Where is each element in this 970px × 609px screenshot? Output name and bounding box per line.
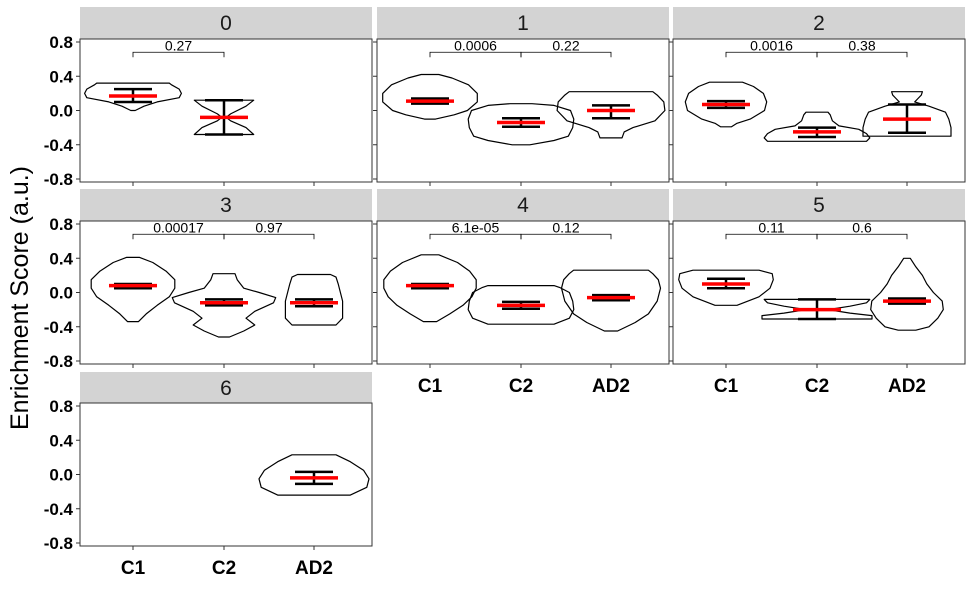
facet-label: 3 bbox=[220, 194, 232, 217]
y-tick-label: 0.0 bbox=[49, 466, 73, 485]
facet-label: 2 bbox=[813, 12, 825, 35]
y-tick-label: -0.8 bbox=[44, 352, 73, 371]
p-value-label: 0.27 bbox=[165, 37, 192, 53]
p-value-label: 0.11 bbox=[758, 219, 784, 235]
violin-C2 bbox=[171, 273, 277, 338]
panel-area bbox=[79, 38, 373, 183]
y-tick-label: 0.4 bbox=[49, 431, 73, 450]
violin-AD2 bbox=[870, 257, 944, 331]
comparison-bracket bbox=[132, 51, 225, 58]
x-tick-label: C1 bbox=[714, 376, 739, 397]
panel-area bbox=[672, 220, 966, 365]
p-value-label: 6.1e-05 bbox=[452, 219, 500, 235]
facet-label: 1 bbox=[517, 12, 529, 35]
panel-2: 2 0.0016 0.38 bbox=[669, 7, 966, 186]
comparison-bracket bbox=[816, 233, 908, 240]
panel-0: 0 0.8 0.4 0.0 -0.4 -0.8 0.27 bbox=[44, 7, 373, 189]
panel-5: 5 C1 C2 AD2 0.11 0.6 bbox=[669, 189, 966, 397]
p-value-label: 0.12 bbox=[552, 219, 579, 235]
p-value-label: 0.97 bbox=[255, 219, 282, 235]
y-tick-label: -0.4 bbox=[44, 136, 74, 155]
violin-AD2 bbox=[560, 269, 662, 332]
violin-C1 bbox=[383, 254, 477, 323]
x-tick-label: C2 bbox=[805, 376, 829, 397]
facet-strip bbox=[80, 7, 372, 39]
facet-strip bbox=[673, 7, 965, 39]
comparison-bracket bbox=[816, 51, 908, 58]
comparison-bracket bbox=[520, 233, 612, 240]
x-tick-label: C1 bbox=[418, 376, 443, 397]
p-value-label: 0.0006 bbox=[454, 37, 497, 53]
violin-C2 bbox=[467, 103, 575, 146]
facet-label: 6 bbox=[220, 377, 232, 400]
facet-label: 0 bbox=[220, 12, 232, 35]
p-value-label: 0.6 bbox=[852, 219, 872, 235]
y-tick-label: 0.0 bbox=[49, 102, 73, 121]
violin-C2 bbox=[761, 298, 873, 320]
violin-C1 bbox=[678, 269, 774, 306]
violin-C1 bbox=[90, 256, 176, 323]
y-tick-label: -0.8 bbox=[44, 170, 73, 189]
x-tick-label: AD2 bbox=[295, 558, 333, 579]
violin-AD2 bbox=[284, 273, 344, 326]
violin-AD2 bbox=[258, 454, 370, 496]
violin-AD2 bbox=[556, 91, 666, 139]
x-tick-label: C2 bbox=[509, 376, 533, 397]
panel-6: 6 0.8 0.4 0.0 -0.4 -0.8 C1 C2 AD2 bbox=[44, 372, 373, 579]
y-tick-label: -0.4 bbox=[44, 318, 74, 337]
y-tick-label: 0.8 bbox=[49, 33, 73, 52]
p-value-label: 0.00017 bbox=[153, 219, 204, 235]
y-tick-label: 0.8 bbox=[49, 397, 73, 416]
x-tick-label: AD2 bbox=[592, 376, 630, 397]
p-value-label: 0.22 bbox=[552, 37, 579, 53]
violin-C1 bbox=[684, 81, 768, 128]
panel-area bbox=[79, 402, 373, 547]
panel-1: 1 0.0006 0.22 bbox=[373, 7, 670, 186]
facet-label: 5 bbox=[813, 194, 825, 217]
violin-C2 bbox=[467, 285, 575, 325]
facet-strip bbox=[80, 372, 372, 404]
y-tick-label: 0.4 bbox=[49, 249, 73, 268]
comparison-bracket bbox=[223, 233, 315, 240]
violin-AD2 bbox=[862, 91, 952, 137]
facet-strip bbox=[673, 189, 965, 221]
x-tick-label: AD2 bbox=[888, 376, 926, 397]
violin-C2 bbox=[763, 111, 871, 142]
comparison-bracket bbox=[520, 51, 612, 58]
y-tick-label: 0.4 bbox=[49, 67, 73, 86]
violin-C1 bbox=[382, 73, 478, 120]
facet-strip bbox=[377, 189, 669, 221]
p-value-label: 0.0016 bbox=[750, 37, 793, 53]
panel-4: 4 C1 C2 AD2 6.1e-05 0.12 bbox=[373, 189, 670, 397]
x-tick-label: C2 bbox=[212, 558, 236, 579]
y-axis-label: Enrichment Score (a.u.) bbox=[6, 166, 34, 430]
y-tick-label: 0.8 bbox=[49, 215, 73, 234]
panels-layer: 0 0.8 0.4 0.0 -0.4 -0.8 0.27 1 0.0006 0.22 2 0.0016… bbox=[44, 7, 966, 579]
violin-C2 bbox=[193, 99, 255, 136]
panel-area bbox=[672, 38, 966, 183]
panel-3: 3 0.8 0.4 0.0 -0.4 -0.8 0.00017 0.97 bbox=[44, 189, 373, 371]
p-value-label: 0.38 bbox=[848, 37, 875, 53]
violin-C1 bbox=[84, 82, 182, 112]
facet-strip bbox=[377, 7, 669, 39]
y-tick-label: -0.4 bbox=[44, 500, 74, 519]
facet-label: 4 bbox=[517, 194, 529, 217]
y-tick-label: 0.0 bbox=[49, 284, 73, 303]
panel-area bbox=[79, 220, 373, 365]
facet-strip bbox=[80, 189, 372, 221]
panel-area bbox=[376, 220, 670, 365]
x-tick-label: C1 bbox=[121, 558, 146, 579]
y-tick-label: -0.8 bbox=[44, 534, 73, 553]
